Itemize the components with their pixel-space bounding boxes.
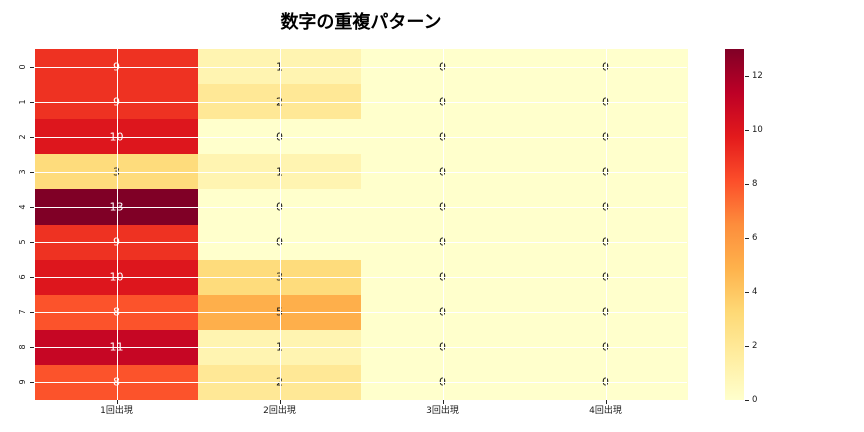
x-axis-tick	[279, 400, 281, 404]
colorbar-tick-label: 0	[752, 394, 758, 405]
gridline-horizontal	[35, 312, 687, 314]
colorbar-gradient	[725, 49, 744, 400]
gridline-horizontal	[35, 171, 687, 173]
y-axis-tick	[30, 171, 34, 173]
colorbar-tick	[745, 184, 749, 185]
gridline-horizontal	[35, 242, 687, 244]
colorbar-tick	[745, 292, 749, 293]
y-axis-label: 5	[18, 239, 27, 245]
x-axis-tick	[116, 400, 118, 404]
gridline-horizontal	[35, 206, 687, 208]
colorbar-tick-label: 8	[752, 178, 758, 189]
heatmap-grid: 9100920010000310013000900010300850011100…	[35, 49, 688, 401]
y-axis-label: 1	[18, 99, 27, 105]
gridline-horizontal	[35, 66, 687, 68]
colorbar-tick-label: 2	[752, 340, 758, 351]
gridline-horizontal	[35, 101, 687, 103]
gridline-vertical	[116, 49, 118, 400]
gridline-horizontal	[35, 277, 687, 279]
x-axis-label: 2回出現	[263, 406, 296, 416]
y-axis-label: 7	[18, 309, 27, 315]
y-axis-tick	[30, 206, 34, 208]
x-axis-label: 1回出現	[100, 406, 133, 416]
colorbar-tick	[745, 346, 749, 347]
y-axis-label: 8	[18, 344, 27, 350]
colorbar-tick-label: 4	[752, 286, 758, 297]
x-axis-tick	[605, 400, 607, 404]
gridline-vertical	[279, 49, 281, 400]
gridline-horizontal	[35, 136, 687, 138]
colorbar-tick	[745, 130, 749, 131]
chart-title: 数字の重複パターン	[280, 12, 442, 33]
gridline-vertical	[605, 49, 607, 400]
y-axis-label: 4	[18, 204, 27, 210]
y-axis-tick	[30, 66, 34, 68]
y-axis-tick	[30, 382, 34, 384]
y-axis-tick	[30, 347, 34, 349]
colorbar-tick-label: 10	[752, 124, 763, 135]
y-axis-label: 2	[18, 134, 27, 140]
y-axis-label: 9	[18, 379, 27, 385]
x-axis-label: 3回出現	[426, 406, 459, 416]
y-axis-label: 6	[18, 274, 27, 280]
colorbar-tick-label: 12	[752, 70, 763, 81]
x-axis-tick	[442, 400, 444, 404]
colorbar-tick	[745, 76, 749, 77]
y-axis-tick	[30, 277, 34, 279]
y-axis-tick	[30, 136, 34, 138]
y-axis-tick	[30, 312, 34, 314]
y-axis-label: 0	[18, 64, 27, 70]
colorbar-tick	[745, 238, 749, 239]
gridline-horizontal	[35, 382, 687, 384]
x-axis-label: 4回出現	[589, 406, 622, 416]
y-axis-tick	[30, 101, 34, 103]
y-axis-label: 3	[18, 169, 27, 175]
y-axis-tick	[30, 242, 34, 244]
colorbar-tick	[745, 400, 749, 401]
colorbar-tick-label: 6	[752, 232, 758, 243]
gridline-vertical	[442, 49, 444, 400]
gridline-horizontal	[35, 347, 687, 349]
